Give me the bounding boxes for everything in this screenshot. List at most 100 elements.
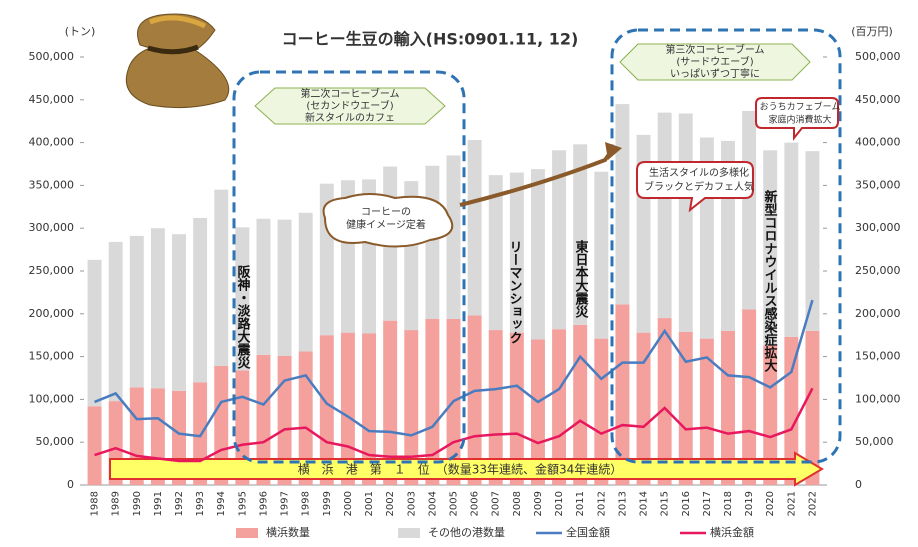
- bar: [468, 140, 482, 315]
- y-tick-label: 100,000: [29, 392, 75, 405]
- x-tick-label: 1993: [195, 491, 206, 516]
- bar: [594, 172, 608, 339]
- legend-label: その他の港数量: [428, 526, 505, 539]
- x-tick-label: 2022: [807, 491, 818, 516]
- y-tick-label: 350,000: [29, 178, 75, 191]
- annotation: 第二次コーヒーブーム: [300, 87, 399, 100]
- annotation: (サードウエーブ): [676, 55, 753, 68]
- bar: [109, 242, 123, 401]
- bar: [615, 104, 629, 304]
- bar: [278, 220, 292, 356]
- legend-swatch: [236, 528, 258, 538]
- x-tick-label: 1998: [301, 491, 312, 516]
- y-tick-label: 250,000: [29, 264, 75, 277]
- y2-tick-label: 50,000: [855, 435, 894, 448]
- bar: [172, 234, 186, 391]
- x-tick-label: 1996: [258, 491, 269, 516]
- chart: コーヒー生豆の輸入(HS:0901.11, 12) (トン) (百万円) 0 50…: [0, 0, 918, 547]
- x-tick-label: 1995: [237, 491, 248, 516]
- y-tick-label: 500,000: [29, 50, 75, 63]
- annotation: 健康イメージ定着: [346, 218, 426, 231]
- legend-label: 全国金額: [566, 525, 610, 539]
- bar: [615, 304, 629, 485]
- x-tick-label: 1997: [280, 491, 291, 516]
- bar: [425, 166, 439, 319]
- bar: [130, 236, 144, 388]
- x-tick-label: 2004: [427, 491, 438, 516]
- x-tick-label: 1994: [216, 491, 227, 516]
- annotation: リーマンショック: [507, 240, 523, 344]
- bar: [88, 260, 102, 406]
- x-tick-label: 1989: [111, 491, 122, 516]
- annotation: 新型コロナウイルス感染症拡大: [762, 189, 779, 373]
- bar: [151, 228, 165, 388]
- y-axis-label: (トン): [65, 25, 96, 38]
- y2-tick-label: 200,000: [855, 307, 901, 320]
- annotation: 阪神・淡路大震災: [235, 265, 252, 370]
- x-tick-label: 2021: [786, 491, 797, 516]
- annotation: 横 浜 港 第 １ 位 （数量33年連続、金額34年連続）: [298, 462, 623, 477]
- x-tick-label: 1990: [132, 491, 143, 516]
- x-tick-label: 2009: [533, 491, 544, 516]
- x-tick-label: 2018: [723, 491, 734, 516]
- annotation: コーヒーの: [361, 206, 411, 218]
- x-tick-label: 1988: [90, 491, 101, 516]
- bar: [299, 213, 313, 352]
- y-tick-label: 450,000: [29, 93, 75, 106]
- bar: [531, 169, 545, 339]
- x-tick-label: 2006: [470, 491, 481, 516]
- bar: [742, 111, 756, 310]
- annotation: 新スタイルのカフェ: [305, 111, 395, 124]
- x-tick-label: 2005: [449, 491, 460, 516]
- bar: [784, 143, 798, 337]
- x-tick-label: 2007: [491, 491, 502, 516]
- y-tick-label: 200,000: [29, 307, 75, 320]
- y2-tick-label: 450,000: [855, 93, 901, 106]
- y2-tick-label: 100,000: [855, 392, 901, 405]
- annotation: 家庭内消費拡大: [768, 114, 831, 126]
- x-tick-label: 1999: [322, 491, 333, 516]
- x-tick-label: 2012: [596, 491, 607, 516]
- y2-tick-label: 300,000: [855, 221, 901, 234]
- annotation: おうちカフェブーム: [760, 101, 841, 113]
- x-tick-label: 2017: [702, 491, 713, 516]
- annotation: 第三次コーヒーブーム: [665, 43, 764, 56]
- chart-title: コーヒー生豆の輸入(HS:0901.11, 12): [282, 30, 579, 49]
- annotation: いっぱいずつ丁寧に: [670, 67, 760, 80]
- bar: [447, 155, 461, 318]
- y-tick-label: 300,000: [29, 221, 75, 234]
- annotation: (セカンドウエーブ): [306, 99, 393, 112]
- x-tick-label: 2013: [617, 491, 628, 516]
- bar: [88, 406, 102, 485]
- annotation: 東日本大震災: [573, 239, 590, 319]
- bar: [214, 190, 228, 366]
- x-tick-label: 2011: [575, 491, 586, 516]
- y2-tick-label: 500,000: [855, 50, 901, 63]
- x-tick-label: 2019: [744, 491, 755, 516]
- y-tick-label: 400,000: [29, 136, 75, 149]
- annotation: ブラックとデカフェ人気: [644, 180, 754, 193]
- y2-tick-label: 0: [855, 478, 862, 491]
- x-tick-label: 1992: [174, 491, 185, 516]
- x-tick-label: 2020: [765, 491, 776, 516]
- annotation: 生活スタイルの多様化: [649, 166, 749, 179]
- y2-tick-label: 400,000: [855, 136, 901, 149]
- y2-tick-label: 150,000: [855, 350, 901, 363]
- x-tick-label: 1991: [153, 491, 164, 516]
- x-tick-label: 2010: [554, 491, 565, 516]
- legend-label: 横浜数量: [266, 525, 310, 539]
- y2-axis-label: (百万円): [851, 25, 893, 38]
- x-tick-label: 2016: [681, 491, 692, 516]
- y2-tick-label: 350,000: [855, 178, 901, 191]
- x-tick-label: 2002: [385, 491, 396, 516]
- y2-tick-label: 250,000: [855, 264, 901, 277]
- legend-label: 横浜金額: [710, 525, 754, 539]
- x-tick-label: 2008: [512, 491, 523, 516]
- legend-swatch: [398, 528, 420, 538]
- x-tick-label: 2000: [343, 491, 354, 516]
- bar: [257, 219, 271, 355]
- bar: [679, 113, 693, 331]
- y-tick-label: 0: [67, 478, 74, 491]
- page: {"chart_data": { "type": "bar", "title":…: [0, 0, 918, 547]
- x-tick-label: 2003: [406, 491, 417, 516]
